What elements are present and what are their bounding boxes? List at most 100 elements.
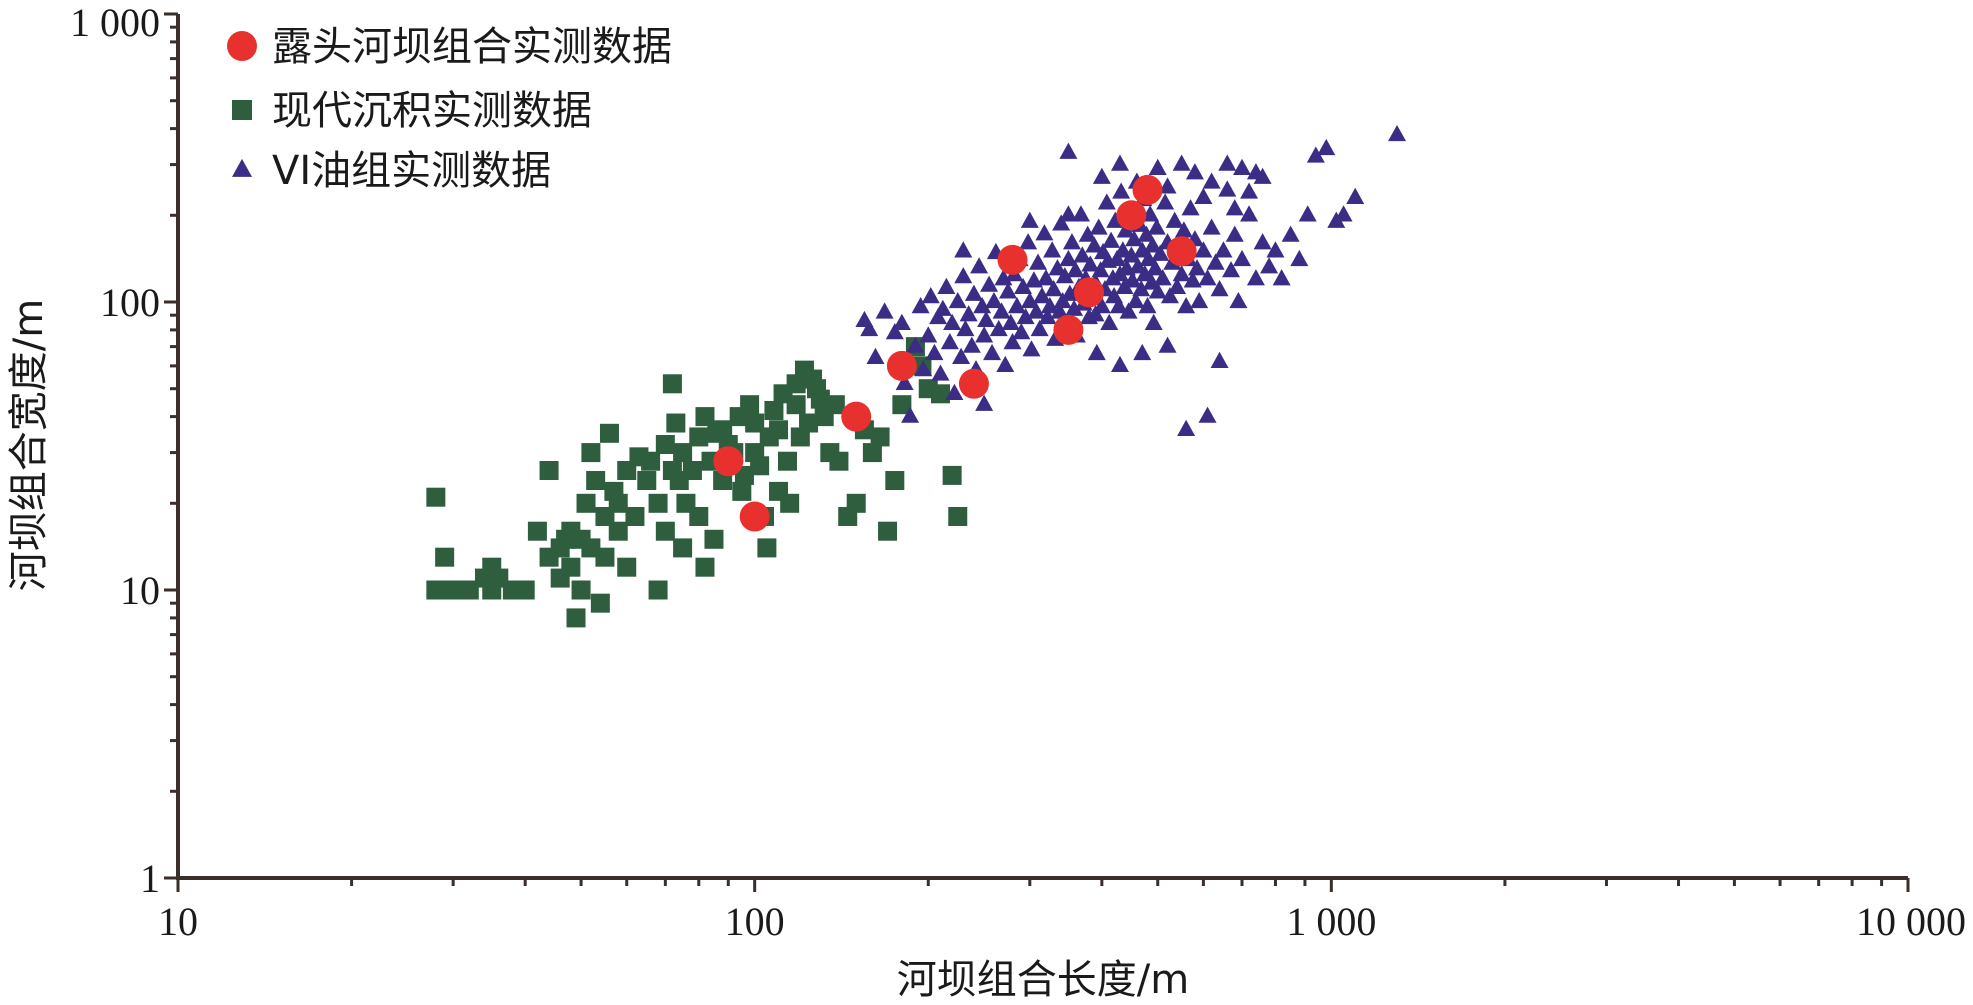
series-square: [426, 337, 968, 628]
triangle-point: [1388, 124, 1407, 142]
triangle-point: [945, 383, 964, 400]
triangle-point: [1081, 255, 1100, 272]
square-point: [539, 460, 559, 480]
triangle-point: [1091, 261, 1110, 278]
triangle-point: [1194, 187, 1213, 204]
triangle-point: [975, 394, 994, 411]
plot-area: [426, 124, 1407, 628]
triangle-point: [1165, 211, 1184, 228]
triangle-point: [1206, 253, 1225, 270]
triangle-point: [1003, 333, 1022, 350]
triangle-point: [1035, 224, 1054, 241]
y-tick-label: 1 000: [70, 0, 160, 45]
triangle-point: [943, 313, 962, 330]
x-axis-title: 河坝组合长度/m: [897, 957, 1189, 1003]
triangle-point: [983, 343, 1002, 361]
triangle-point: [1253, 233, 1272, 250]
triangle-point: [1146, 259, 1165, 276]
triangle-point: [1001, 313, 1020, 330]
triangle-point: [1062, 233, 1081, 250]
triangle-point: [1066, 261, 1085, 278]
square-point: [608, 521, 628, 541]
legend-marker-circle: [227, 31, 257, 61]
triangle-point: [1085, 236, 1104, 253]
square-point: [655, 521, 675, 541]
triangle-point: [911, 297, 930, 314]
triangle-point: [885, 323, 904, 340]
triangle-point: [1156, 193, 1175, 210]
triangle-point: [866, 347, 885, 364]
triangle-point: [1100, 313, 1119, 330]
triangle-point: [1050, 302, 1069, 319]
square-point: [527, 521, 547, 541]
triangle-point: [1290, 249, 1309, 267]
triangle-point: [1281, 225, 1300, 242]
square-point: [757, 538, 777, 558]
square-point: [695, 407, 715, 427]
series-triangle: [855, 124, 1407, 436]
series-circle: [713, 174, 1197, 532]
triangle-point: [959, 305, 978, 322]
triangle-point: [1214, 241, 1233, 258]
triangle-point: [1139, 249, 1158, 267]
triangle-point: [1122, 246, 1141, 263]
square-point: [426, 487, 446, 507]
triangle-point: [956, 319, 975, 337]
triangle-point: [989, 319, 1008, 337]
triangle-point: [860, 319, 879, 337]
square-point: [608, 493, 628, 513]
square-point: [637, 470, 657, 490]
triangle-point: [1266, 241, 1285, 258]
triangle-point: [1078, 225, 1097, 242]
square-point: [443, 580, 463, 600]
square-point: [780, 493, 800, 513]
triangle-point: [1137, 225, 1156, 242]
triangle-point: [1073, 246, 1092, 263]
triangle-point: [980, 275, 999, 292]
triangle-point: [1128, 257, 1147, 274]
triangle-point: [1030, 319, 1049, 337]
square-point: [764, 401, 784, 421]
triangle-point: [1071, 205, 1090, 222]
triangle-point: [1125, 230, 1144, 247]
square-point: [689, 506, 709, 526]
triangle-point: [1102, 231, 1121, 248]
triangle-point: [1151, 244, 1170, 261]
triangle-point: [1132, 280, 1151, 297]
triangle-point: [1272, 269, 1291, 286]
square-point: [662, 374, 682, 394]
triangle-point: [1233, 249, 1252, 267]
triangle-point: [914, 360, 933, 377]
triangle-point: [895, 373, 914, 390]
triangle-point: [1334, 205, 1353, 222]
legend-item: 露头河坝组合实测数据: [227, 24, 672, 70]
triangle-point: [1158, 336, 1177, 353]
square-point: [459, 580, 479, 600]
triangle-point: [1317, 138, 1336, 156]
triangle-point: [1222, 261, 1241, 278]
square-point: [825, 395, 845, 415]
triangle-point: [1108, 249, 1127, 267]
triangle-point: [1177, 297, 1196, 314]
triangle-point: [1110, 154, 1129, 171]
triangle-point: [970, 257, 989, 274]
triangle-point: [1198, 269, 1217, 286]
square-point: [786, 395, 806, 415]
square-point: [799, 413, 819, 433]
square-point: [641, 451, 661, 471]
square-point: [740, 395, 760, 415]
triangle-point: [954, 267, 973, 284]
triangle-point: [940, 333, 959, 350]
triangle-point: [1116, 221, 1135, 238]
triangle-point: [1055, 267, 1074, 284]
square-point: [566, 608, 586, 628]
triangle-point: [1210, 351, 1229, 368]
triangle-point: [1052, 214, 1071, 231]
triangle-point: [1060, 284, 1079, 301]
square-point: [829, 451, 849, 471]
square-point: [930, 384, 950, 404]
triangle-point: [1012, 323, 1031, 340]
square-point: [625, 506, 645, 526]
triangle-point: [1019, 233, 1038, 250]
y-axis-title: 河坝组合宽度/m: [6, 299, 52, 591]
